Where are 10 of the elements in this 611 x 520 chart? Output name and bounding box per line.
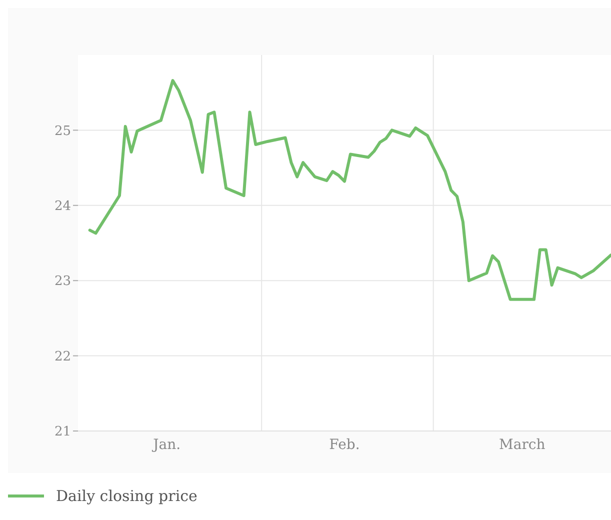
line-series	[88, 79, 611, 301]
y-tick-label: 23	[54, 274, 71, 290]
x-tick-label: March	[499, 436, 546, 453]
y-tick-label: 21	[54, 424, 71, 440]
legend-label: Daily closing price	[56, 487, 198, 505]
x-tick-label: Jan.	[151, 436, 181, 453]
y-tick-label: 25	[54, 124, 71, 139]
y-tick-label: 24	[54, 199, 71, 214]
x-tick-label: Feb.	[329, 436, 360, 453]
y-tick-label: 22	[54, 349, 71, 364]
